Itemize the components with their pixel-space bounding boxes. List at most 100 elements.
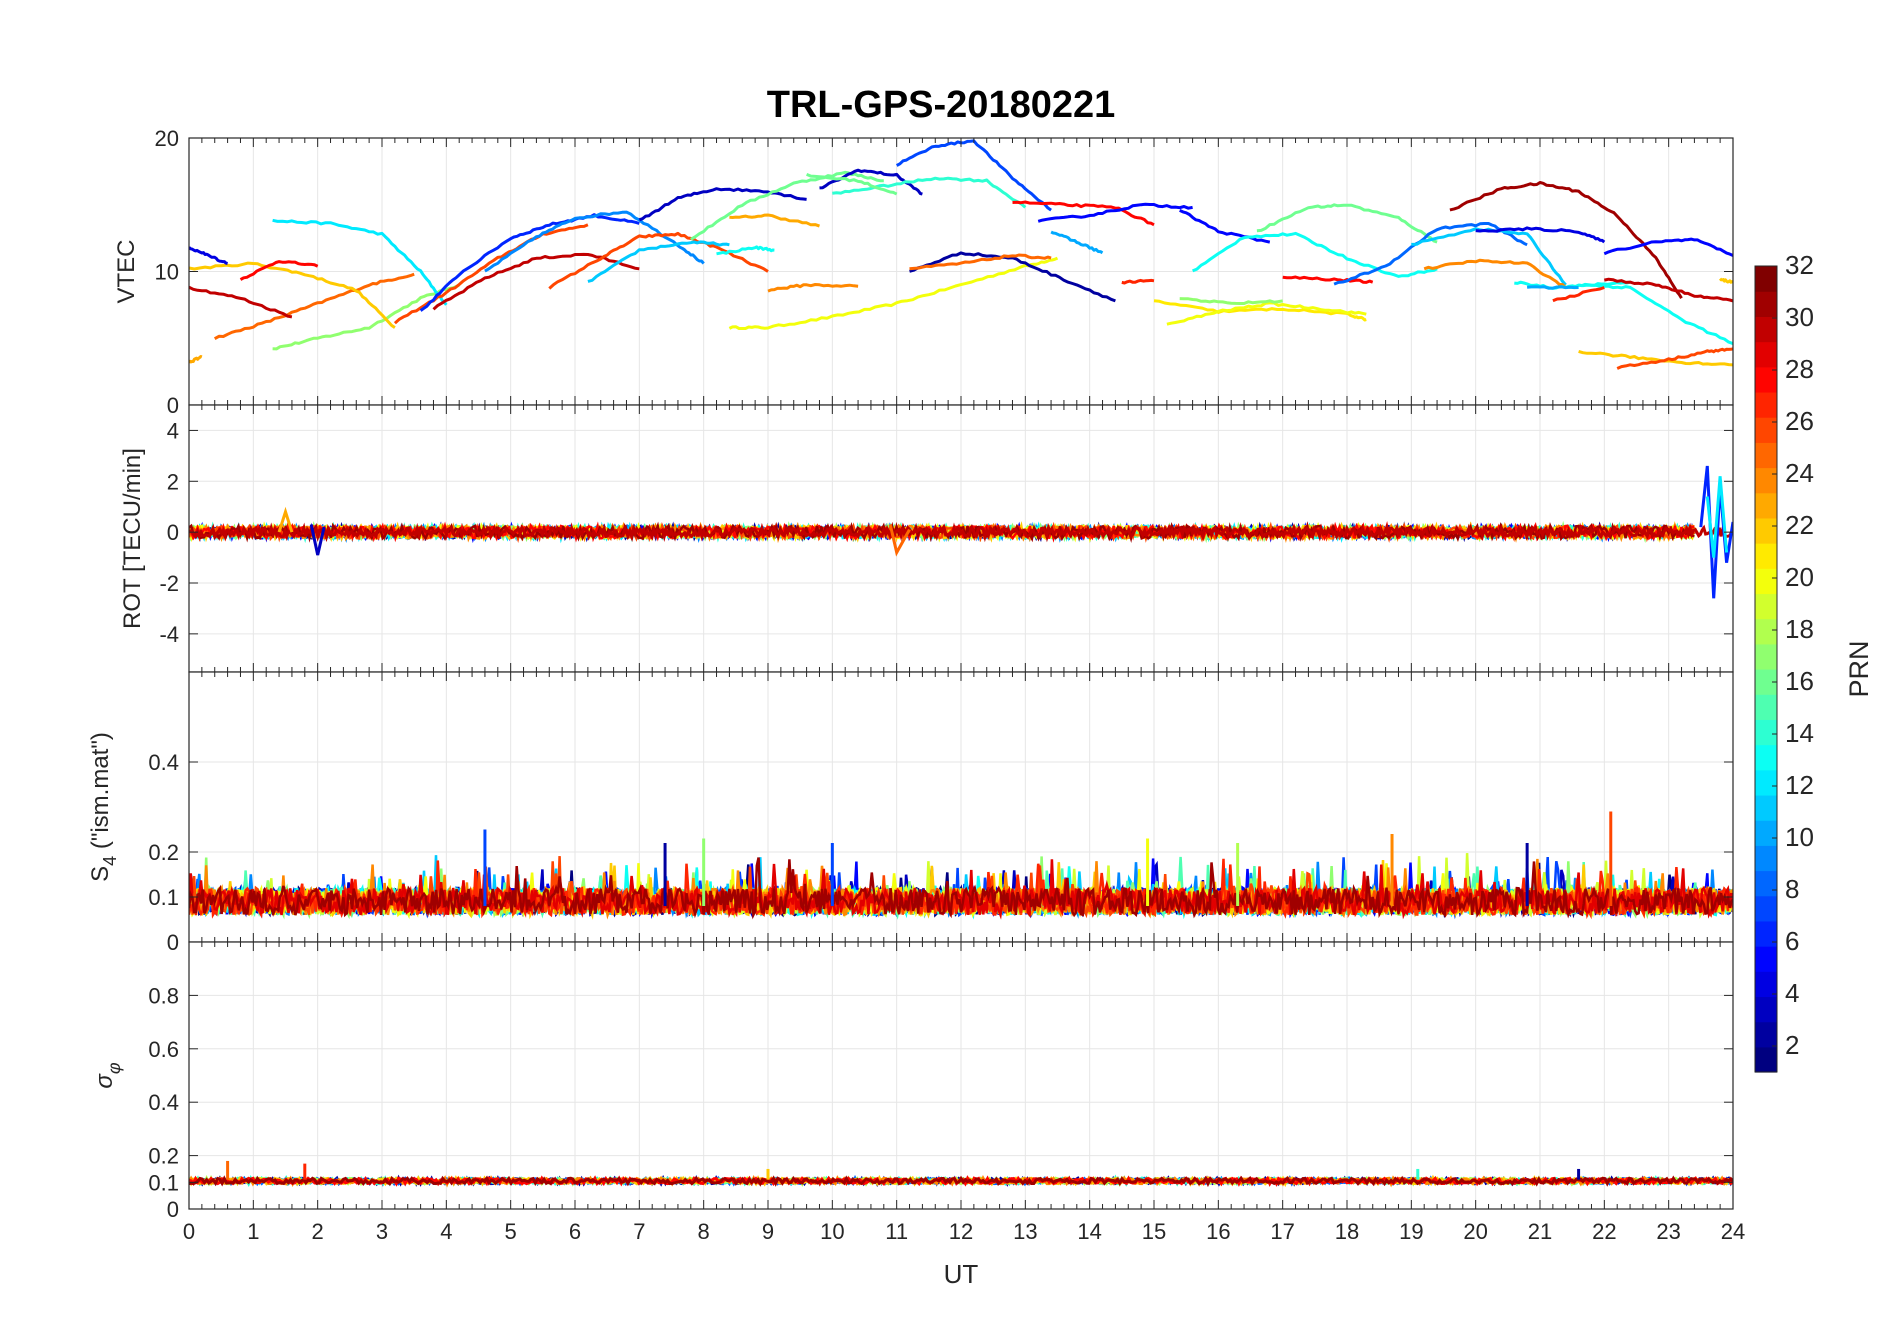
vtec-series-line	[1282, 275, 1374, 284]
y-tick-label: 0.4	[148, 750, 179, 775]
colorbar-tick-label: 26	[1785, 406, 1814, 436]
vtec-series-line	[189, 285, 293, 319]
colorbar-step	[1755, 1046, 1777, 1073]
rot-series-line	[309, 524, 326, 556]
colorbar-tick-label: 28	[1785, 354, 1814, 384]
vtec-series-line	[690, 170, 884, 241]
vtec-series-line	[1526, 285, 1579, 290]
vtec-series-line	[909, 251, 1116, 303]
x-tick-label: 2	[312, 1219, 324, 1244]
colorbar-tick-label: 8	[1785, 874, 1799, 904]
vtec-series-line	[638, 187, 807, 222]
colorbar-step	[1755, 492, 1777, 519]
s4-series-line	[189, 857, 1733, 920]
colorbar-frame	[1754, 265, 1778, 1073]
gridlines	[188, 942, 1734, 1210]
colorbar-step	[1755, 442, 1777, 469]
sigma-series-line	[189, 1175, 1733, 1188]
colorbar-step	[1755, 920, 1777, 947]
vtec-series-line	[909, 253, 1052, 271]
ticks	[188, 672, 1734, 943]
x-tick-label: 11	[885, 1219, 908, 1244]
x-tick-label: 4	[440, 1219, 452, 1244]
colorbar-step	[1755, 744, 1777, 771]
colorbar-tick-label: 20	[1785, 562, 1814, 592]
x-tick-label: 17	[1270, 1219, 1294, 1244]
colorbar-step	[1755, 316, 1777, 343]
x-tick-label: 12	[949, 1219, 973, 1244]
colorbar-step	[1755, 266, 1777, 292]
x-tick-label: 14	[1077, 1219, 1101, 1244]
x-tick-label: 8	[698, 1219, 710, 1244]
rot-series-line	[1699, 465, 1733, 599]
vtec-series-line	[189, 246, 228, 265]
vtec-series-line	[272, 283, 460, 351]
vtec-series-line	[1050, 230, 1104, 255]
vtec-series-line	[189, 355, 203, 364]
x-axis-label: UT	[944, 1259, 979, 1289]
vtec-series-line	[432, 252, 640, 311]
y-tick-label: 4	[167, 418, 179, 443]
colorbar-step	[1755, 417, 1777, 443]
colorbar-step	[1755, 769, 1777, 796]
rot-series-line	[277, 506, 294, 533]
rot-series-line	[1705, 476, 1729, 558]
colorbar-tick-label: 30	[1785, 302, 1814, 332]
y-tick-label: 0.4	[148, 1090, 179, 1115]
x-tick-label: 15	[1142, 1219, 1166, 1244]
colorbar-step	[1755, 669, 1777, 695]
vtec-series-line	[806, 173, 898, 196]
vtec-series-line	[832, 176, 1027, 209]
colorbar-step	[1755, 694, 1777, 720]
x-tick-label: 7	[633, 1219, 645, 1244]
colorbar-step	[1755, 845, 1777, 872]
vtec-series-line	[239, 260, 319, 281]
chart-title: TRL-GPS-20180221	[767, 84, 1116, 126]
y-tick-label: 10	[155, 260, 179, 285]
colorbar-tick-label: 22	[1785, 510, 1814, 540]
x-tick-label: 9	[762, 1219, 774, 1244]
vtec-series-line	[1192, 231, 1438, 278]
y-axis-label-part: ("ism.mat")	[87, 732, 114, 856]
vtec-series-line	[1603, 277, 1733, 303]
y-tick-label: 0.2	[148, 1144, 179, 1169]
vtec-series-line	[548, 231, 769, 290]
x-tick-label: 13	[1013, 1219, 1037, 1244]
y-axis-label: ROT [TECU/min]	[119, 448, 146, 629]
colorbar-tick-label: 12	[1785, 770, 1814, 800]
x-tick-label: 0	[183, 1219, 195, 1244]
vtec-series-line	[484, 210, 705, 273]
series-group	[189, 811, 1733, 920]
y-tick-label: 0.2	[148, 840, 179, 865]
y-axis-label-subscript: φ	[104, 1062, 124, 1074]
colorbar-tick-label: 6	[1785, 926, 1799, 956]
colorbar-step	[1755, 593, 1777, 620]
vtec-series-line	[767, 283, 859, 293]
y-tick-label: 0	[167, 393, 179, 418]
x-tick-label: 22	[1592, 1219, 1616, 1244]
vtec-series-line	[729, 213, 820, 228]
x-tick-label: 1	[247, 1219, 259, 1244]
y-axis-label: σφ	[91, 1062, 124, 1088]
y-tick-label: 0.1	[148, 885, 179, 910]
y-axis-label-part: σ	[91, 1073, 118, 1089]
y-tick-label: -2	[159, 571, 179, 596]
colorbar-step	[1755, 643, 1777, 670]
vtec-series-line	[1603, 237, 1733, 257]
vtec-series-line	[213, 272, 415, 341]
vtec-series-line	[1166, 301, 1367, 326]
colorbar-step	[1755, 895, 1777, 922]
vtec-series-line	[1153, 299, 1367, 322]
vtec-series-line	[1037, 202, 1193, 223]
colorbar-step	[1755, 568, 1777, 595]
vtec-series-line	[1423, 258, 1567, 289]
colorbar-step	[1755, 366, 1777, 393]
vtec-series-line	[1179, 297, 1283, 305]
colorbar-step	[1755, 971, 1777, 998]
ticks	[188, 137, 1734, 406]
colorbar-step	[1755, 618, 1777, 645]
colorbar-step	[1755, 391, 1777, 418]
y-tick-label: 0	[167, 930, 179, 955]
